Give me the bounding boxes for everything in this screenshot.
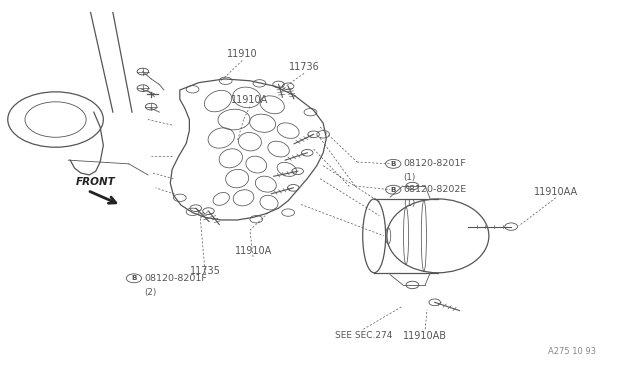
Text: (1): (1) <box>403 173 416 182</box>
Text: B: B <box>131 275 137 281</box>
Text: 08120-8201F: 08120-8201F <box>403 159 466 169</box>
Text: B: B <box>390 187 396 193</box>
Text: 08120-8202E: 08120-8202E <box>403 185 467 194</box>
Text: SEE SEC.274: SEE SEC.274 <box>335 331 392 340</box>
Text: FRONT: FRONT <box>76 177 116 187</box>
Text: 11910AA: 11910AA <box>534 187 578 197</box>
Text: 11910A: 11910A <box>234 246 272 256</box>
Text: A275 10 93: A275 10 93 <box>548 347 596 356</box>
Text: B: B <box>390 161 396 167</box>
Text: 08120-8201F: 08120-8201F <box>144 274 207 283</box>
Text: 11910A: 11910A <box>231 95 269 105</box>
Text: (1): (1) <box>403 199 416 208</box>
Text: 11910: 11910 <box>227 49 257 59</box>
Text: 11910AB: 11910AB <box>403 331 447 341</box>
Text: (2): (2) <box>144 288 157 297</box>
Text: 11735: 11735 <box>190 266 221 276</box>
Text: 11736: 11736 <box>289 61 319 71</box>
